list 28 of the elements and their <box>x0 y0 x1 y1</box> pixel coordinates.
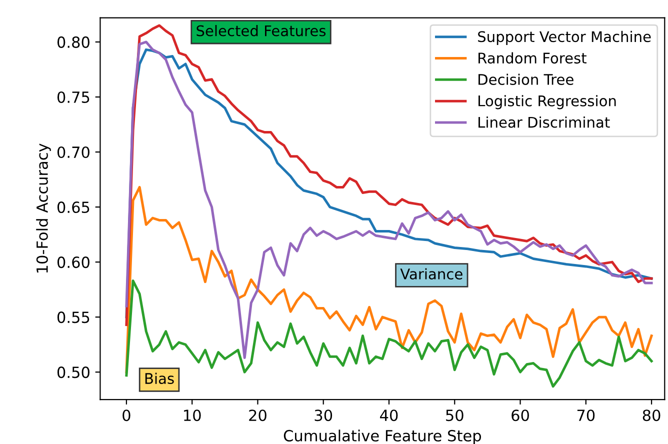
x-tick-label: 40 <box>380 410 398 422</box>
legend-label: Support Vector Machine <box>478 30 651 45</box>
line-series <box>125 280 653 388</box>
y-tick-label: 0.55 <box>57 312 90 324</box>
annotation: Variance <box>400 268 462 280</box>
x-axis-title: Cumualative Feature Step <box>284 430 481 444</box>
legend-label: Logistic Regression <box>478 95 616 110</box>
x-tick-label: 0 <box>122 410 130 422</box>
y-tick-label: 0.60 <box>57 256 90 268</box>
x-tick-label: 80 <box>642 410 660 422</box>
y-tick-label: 0.75 <box>57 91 90 104</box>
annotation: Selected Features <box>196 25 326 36</box>
legend-label: Random Forest <box>478 52 586 64</box>
x-tick-label: 50 <box>446 410 464 422</box>
x-tick-label: 60 <box>512 410 529 422</box>
y-tick-label: 0.70 <box>57 146 90 158</box>
annotation: Bias <box>145 372 174 384</box>
x-tick-label: 30 <box>314 410 332 422</box>
line-series <box>125 186 653 374</box>
y-tick-label: 0.65 <box>57 201 90 214</box>
x-tick-label: 20 <box>249 410 266 422</box>
y-tick-label: 0.50 <box>57 366 90 378</box>
legend-label: Linear Discriminat <box>478 116 610 128</box>
y-tick-label: 0.80 <box>57 36 90 48</box>
x-tick-label: 10 <box>184 410 201 422</box>
x-tick-label: 70 <box>577 410 595 422</box>
y-axis-title: 10-Fold Accuracy <box>36 144 51 273</box>
legend-label: Decision Tree <box>478 74 574 85</box>
